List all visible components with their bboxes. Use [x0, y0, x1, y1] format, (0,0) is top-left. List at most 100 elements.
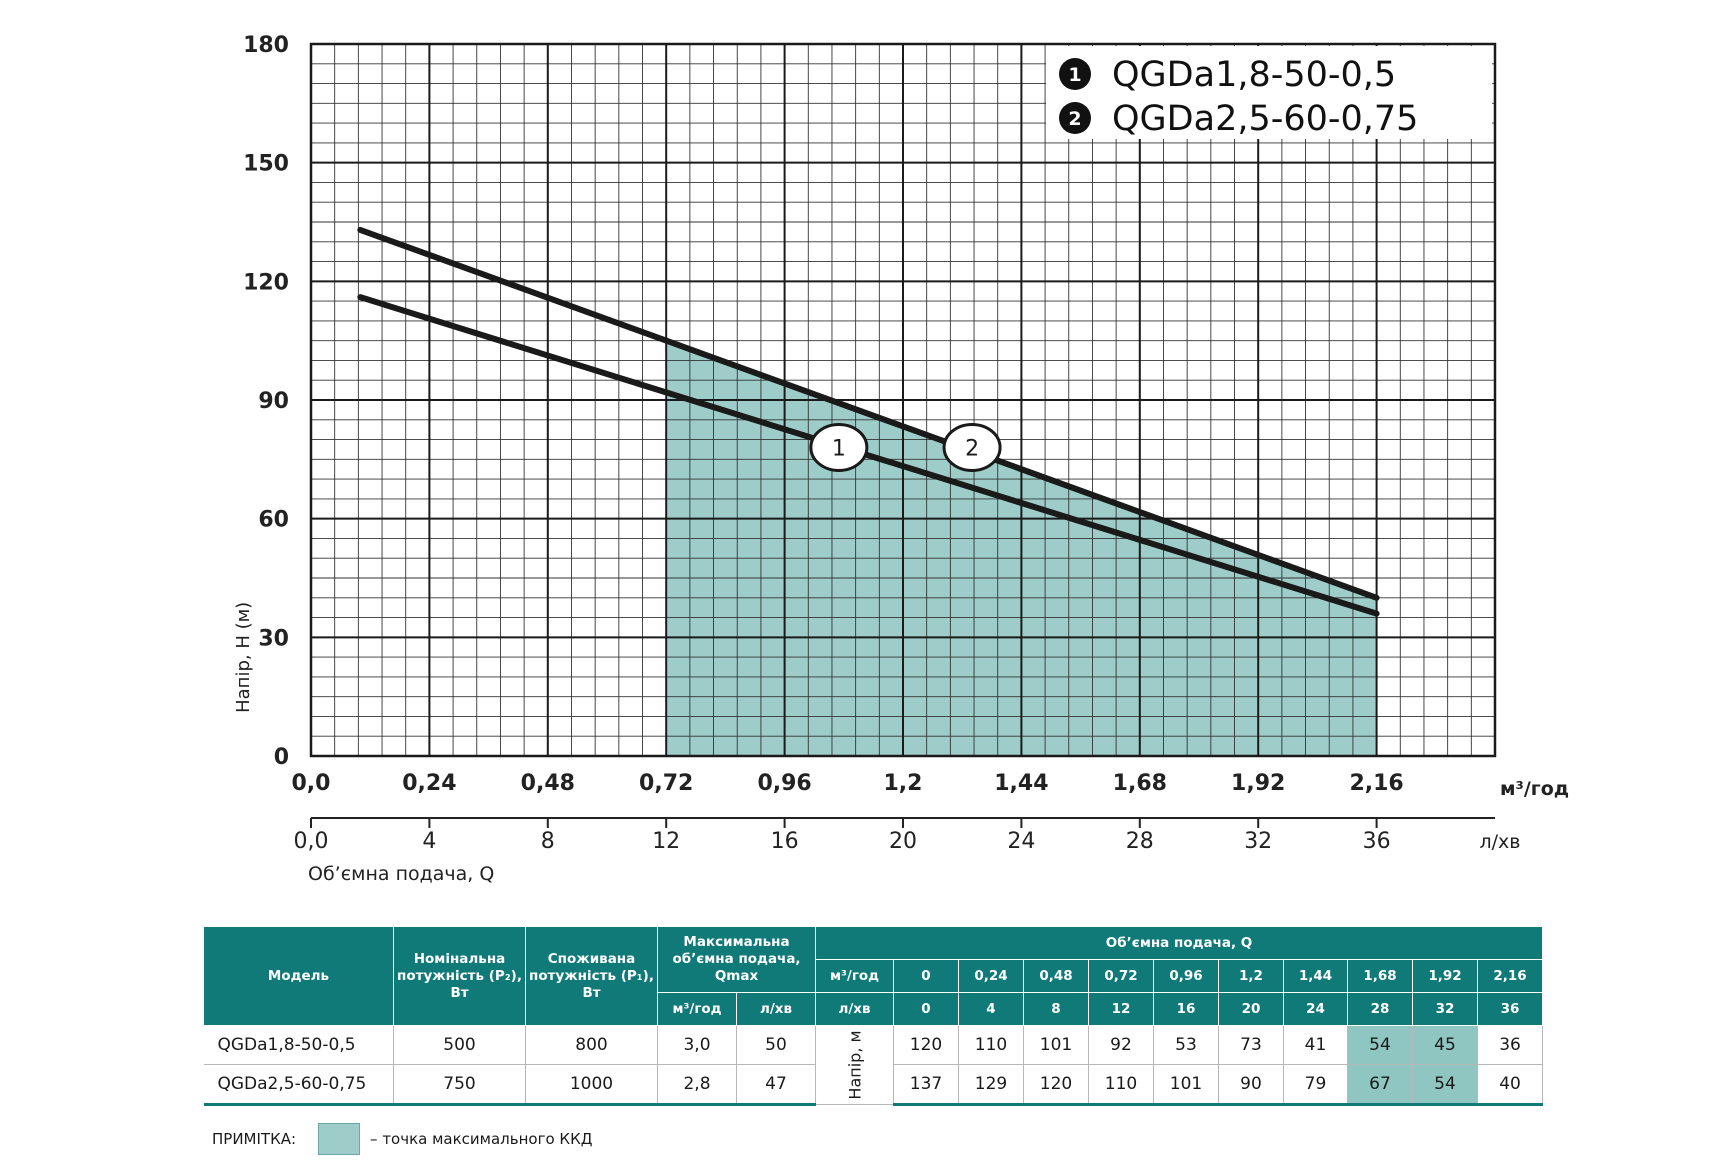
legend-marker-number: 1 [1068, 64, 1081, 86]
flow-lmin-header: 12 [1088, 992, 1154, 1026]
note: ПРИМІТКА: – точка максимального ККД [212, 1122, 592, 1156]
flow-lmin-header: 24 [1283, 992, 1348, 1026]
flow-m3-header: 0,72 [1088, 959, 1154, 993]
max-efficiency-swatch [318, 1123, 361, 1155]
x-tick-label-m3: 0,48 [521, 771, 575, 796]
flow-lmin-header: 16 [1153, 992, 1219, 1026]
x-tick-label-m3: 0,24 [402, 771, 456, 796]
y-tick-label: 180 [243, 33, 289, 58]
curve-line [357, 226, 1380, 601]
flow-lmin-header: 32 [1412, 992, 1478, 1026]
x-tick-label-lmin: 36 [1363, 829, 1391, 854]
flow-m3-header: 2,16 [1476, 959, 1544, 993]
note-text: – точка максимального ККД [370, 1130, 593, 1148]
y-tick-label: 30 [258, 626, 289, 651]
x-tick-label-lmin: 24 [1007, 829, 1035, 854]
head-value-cell: 73 [1218, 1025, 1284, 1065]
x-tick-label-m3: 2,16 [1349, 771, 1403, 796]
x-tick-label-lmin: 32 [1244, 829, 1272, 854]
head-value-cell: 110 [958, 1025, 1024, 1065]
x-tick-label-lmin: 12 [652, 829, 680, 854]
curve-label-circle [942, 422, 1002, 472]
curve-line [357, 294, 1380, 617]
x-tick-label-m3: 0,0 [292, 771, 331, 796]
header-nominal-power: Номінальна потужність (P₂), Вт [393, 926, 526, 1026]
head-value-cell: 54 [1347, 1025, 1413, 1065]
model-cell: QGDa1,8-50-0,5 [203, 1025, 394, 1065]
head-value-cell: 53 [1153, 1025, 1219, 1065]
flow-m3-header: 0,96 [1153, 959, 1219, 993]
plot-frame [309, 42, 1497, 758]
header-flow: Об’ємна подача, Q [814, 926, 1544, 960]
head-value-cell: 45 [1412, 1025, 1478, 1065]
note-label: ПРИМІТКА: [212, 1130, 297, 1148]
head-value-cell: 110 [1088, 1064, 1154, 1106]
legend-marker-number: 2 [1068, 108, 1081, 130]
y-tick-label: 0 [274, 745, 289, 770]
table-row: QGDa2,5-60-0,75 750 1000 2,8 47 137 129 12… [203, 1064, 1544, 1106]
head-value-cell: 67 [1347, 1064, 1413, 1106]
flow-lmin-header: 8 [1023, 992, 1089, 1026]
flow-m3-header: 0,24 [958, 959, 1024, 993]
y-axis-label: Напір, H (м) [233, 602, 254, 713]
table-row: QGDa1,8-50-0,5 500 800 3,0 50 Напір, м 1… [203, 1025, 1544, 1105]
header-flow-unit-m3: м³/год [815, 959, 894, 993]
header-model: Модель [203, 926, 394, 1026]
head-value-cell: 120 [893, 1025, 959, 1065]
curve-label-text: 2 [965, 436, 979, 461]
head-value-cell: 40 [1477, 1064, 1544, 1106]
head-value-cell: 137 [893, 1064, 959, 1106]
x-tick-label-lmin: 4 [422, 829, 436, 854]
x-axis-label: Об’ємна подача, Q [308, 863, 494, 885]
flow-lmin-header: 0 [893, 992, 959, 1026]
y-tick-label: 90 [258, 389, 289, 414]
legend-label: QGDa2,5-60-0,75 [1112, 99, 1418, 139]
head-label: Напір, м [845, 1030, 864, 1100]
header-flow-unit-lmin: л/хв [815, 992, 894, 1026]
flow-lmin-header: 20 [1218, 992, 1284, 1026]
qmax-lmin-cell: 50 [736, 1025, 816, 1065]
x-tick-label-m3: 1,2 [884, 771, 923, 796]
head-label-cell: Напір, м [815, 1025, 894, 1105]
curve-label-circle [809, 422, 869, 472]
qmax-lmin-cell: 47 [736, 1064, 816, 1106]
head-value-cell: 101 [1023, 1025, 1089, 1065]
head-value-cell: 129 [958, 1064, 1024, 1106]
pump-data-table: Модель Номінальна потужність (P₂), Вт Сп… [203, 926, 1544, 1106]
flow-m3-header: 1,44 [1283, 959, 1348, 993]
head-value-cell: 101 [1153, 1064, 1219, 1106]
x-tick-label-m3: 1,68 [1113, 771, 1167, 796]
flow-m3-header: 1,68 [1347, 959, 1413, 993]
legend-marker [1059, 102, 1091, 134]
x-tick-label-lmin: 0,0 [294, 829, 329, 854]
header-maxflow-unit-m3: м³/год [657, 992, 737, 1026]
head-value-cell: 36 [1477, 1025, 1544, 1065]
p1-cell: 800 [525, 1025, 658, 1065]
head-value-cell: 41 [1283, 1025, 1348, 1065]
head-value-cell: 92 [1088, 1025, 1154, 1065]
header-max-flow: Максимальна об’ємна подача, Qmax [657, 926, 816, 993]
flow-lmin-header: 36 [1476, 992, 1544, 1026]
qmax-m3-cell: 2,8 [657, 1064, 737, 1106]
p2-cell: 750 [393, 1064, 526, 1106]
x-tick-label-m3: 0,72 [639, 771, 693, 796]
legend-box [1046, 46, 1492, 139]
x-tick-label-m3: 1,44 [994, 771, 1048, 796]
head-value-cell: 79 [1283, 1064, 1348, 1106]
head-value-cell: 54 [1412, 1064, 1478, 1106]
legend-marker [1059, 58, 1091, 90]
x-tick-label-lmin: 20 [889, 829, 917, 854]
p2-cell: 500 [393, 1025, 526, 1065]
curve-label-text: 1 [832, 436, 846, 461]
x-tick-label-lmin: 16 [771, 829, 799, 854]
flow-m3-header: 1,92 [1412, 959, 1478, 993]
p1-cell: 1000 [525, 1064, 658, 1106]
y-tick-label: 60 [258, 508, 289, 533]
flow-m3-header: 0 [893, 959, 959, 993]
x-tick-label-lmin: 8 [541, 829, 555, 854]
flow-m3-header: 1,2 [1218, 959, 1284, 993]
x-tick-label-m3: 0,96 [757, 771, 811, 796]
y-tick-label: 120 [243, 270, 289, 295]
head-value-cell: 120 [1023, 1064, 1089, 1106]
